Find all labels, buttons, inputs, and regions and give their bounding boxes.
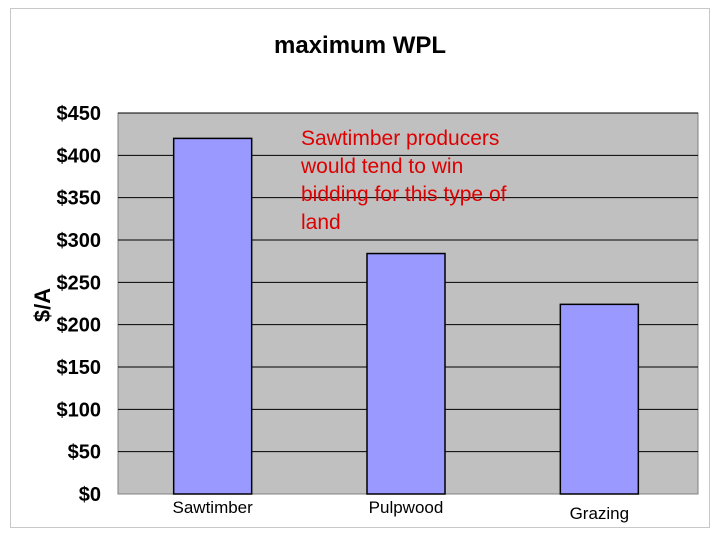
y-tick-label: $100 xyxy=(57,399,102,421)
annotation: Sawtimber producers would tend to win bidd… xyxy=(300,127,507,234)
y-axis-ticks: $0 $50 $100 $150 $200 $250 $300 $350 $400 $450 xyxy=(57,103,102,506)
y-tick-label: $200 xyxy=(57,315,102,337)
annotation-line: would tend to win xyxy=(300,155,463,178)
annotation-line: Sawtimber producers xyxy=(301,127,499,150)
y-tick-label: $450 xyxy=(57,103,102,125)
x-axis-categories: Sawtimber Pulpwood Grazing xyxy=(173,498,630,523)
bar-grazing xyxy=(559,303,640,495)
bars xyxy=(172,137,640,495)
x-category-label: Grazing xyxy=(570,504,630,523)
x-category-label: Sawtimber xyxy=(173,498,254,517)
y-tick-label: $150 xyxy=(57,357,102,379)
y-tick-label: $250 xyxy=(57,272,102,294)
y-axis-label: $/A xyxy=(30,288,55,322)
bar-sawtimber xyxy=(172,137,253,495)
y-tick-label: $50 xyxy=(68,442,101,464)
bar-pulpwood xyxy=(366,252,446,495)
annotation-line: land xyxy=(301,211,341,234)
y-tick-label: $350 xyxy=(57,188,102,210)
chart-title: maximum WPL xyxy=(274,32,446,59)
annotation-line: bidding for this type of xyxy=(301,183,507,206)
x-category-label: Pulpwood xyxy=(369,498,444,517)
y-tick-label: $0 xyxy=(79,484,101,506)
y-tick-label: $400 xyxy=(57,145,102,167)
y-tick-label: $300 xyxy=(57,230,102,252)
